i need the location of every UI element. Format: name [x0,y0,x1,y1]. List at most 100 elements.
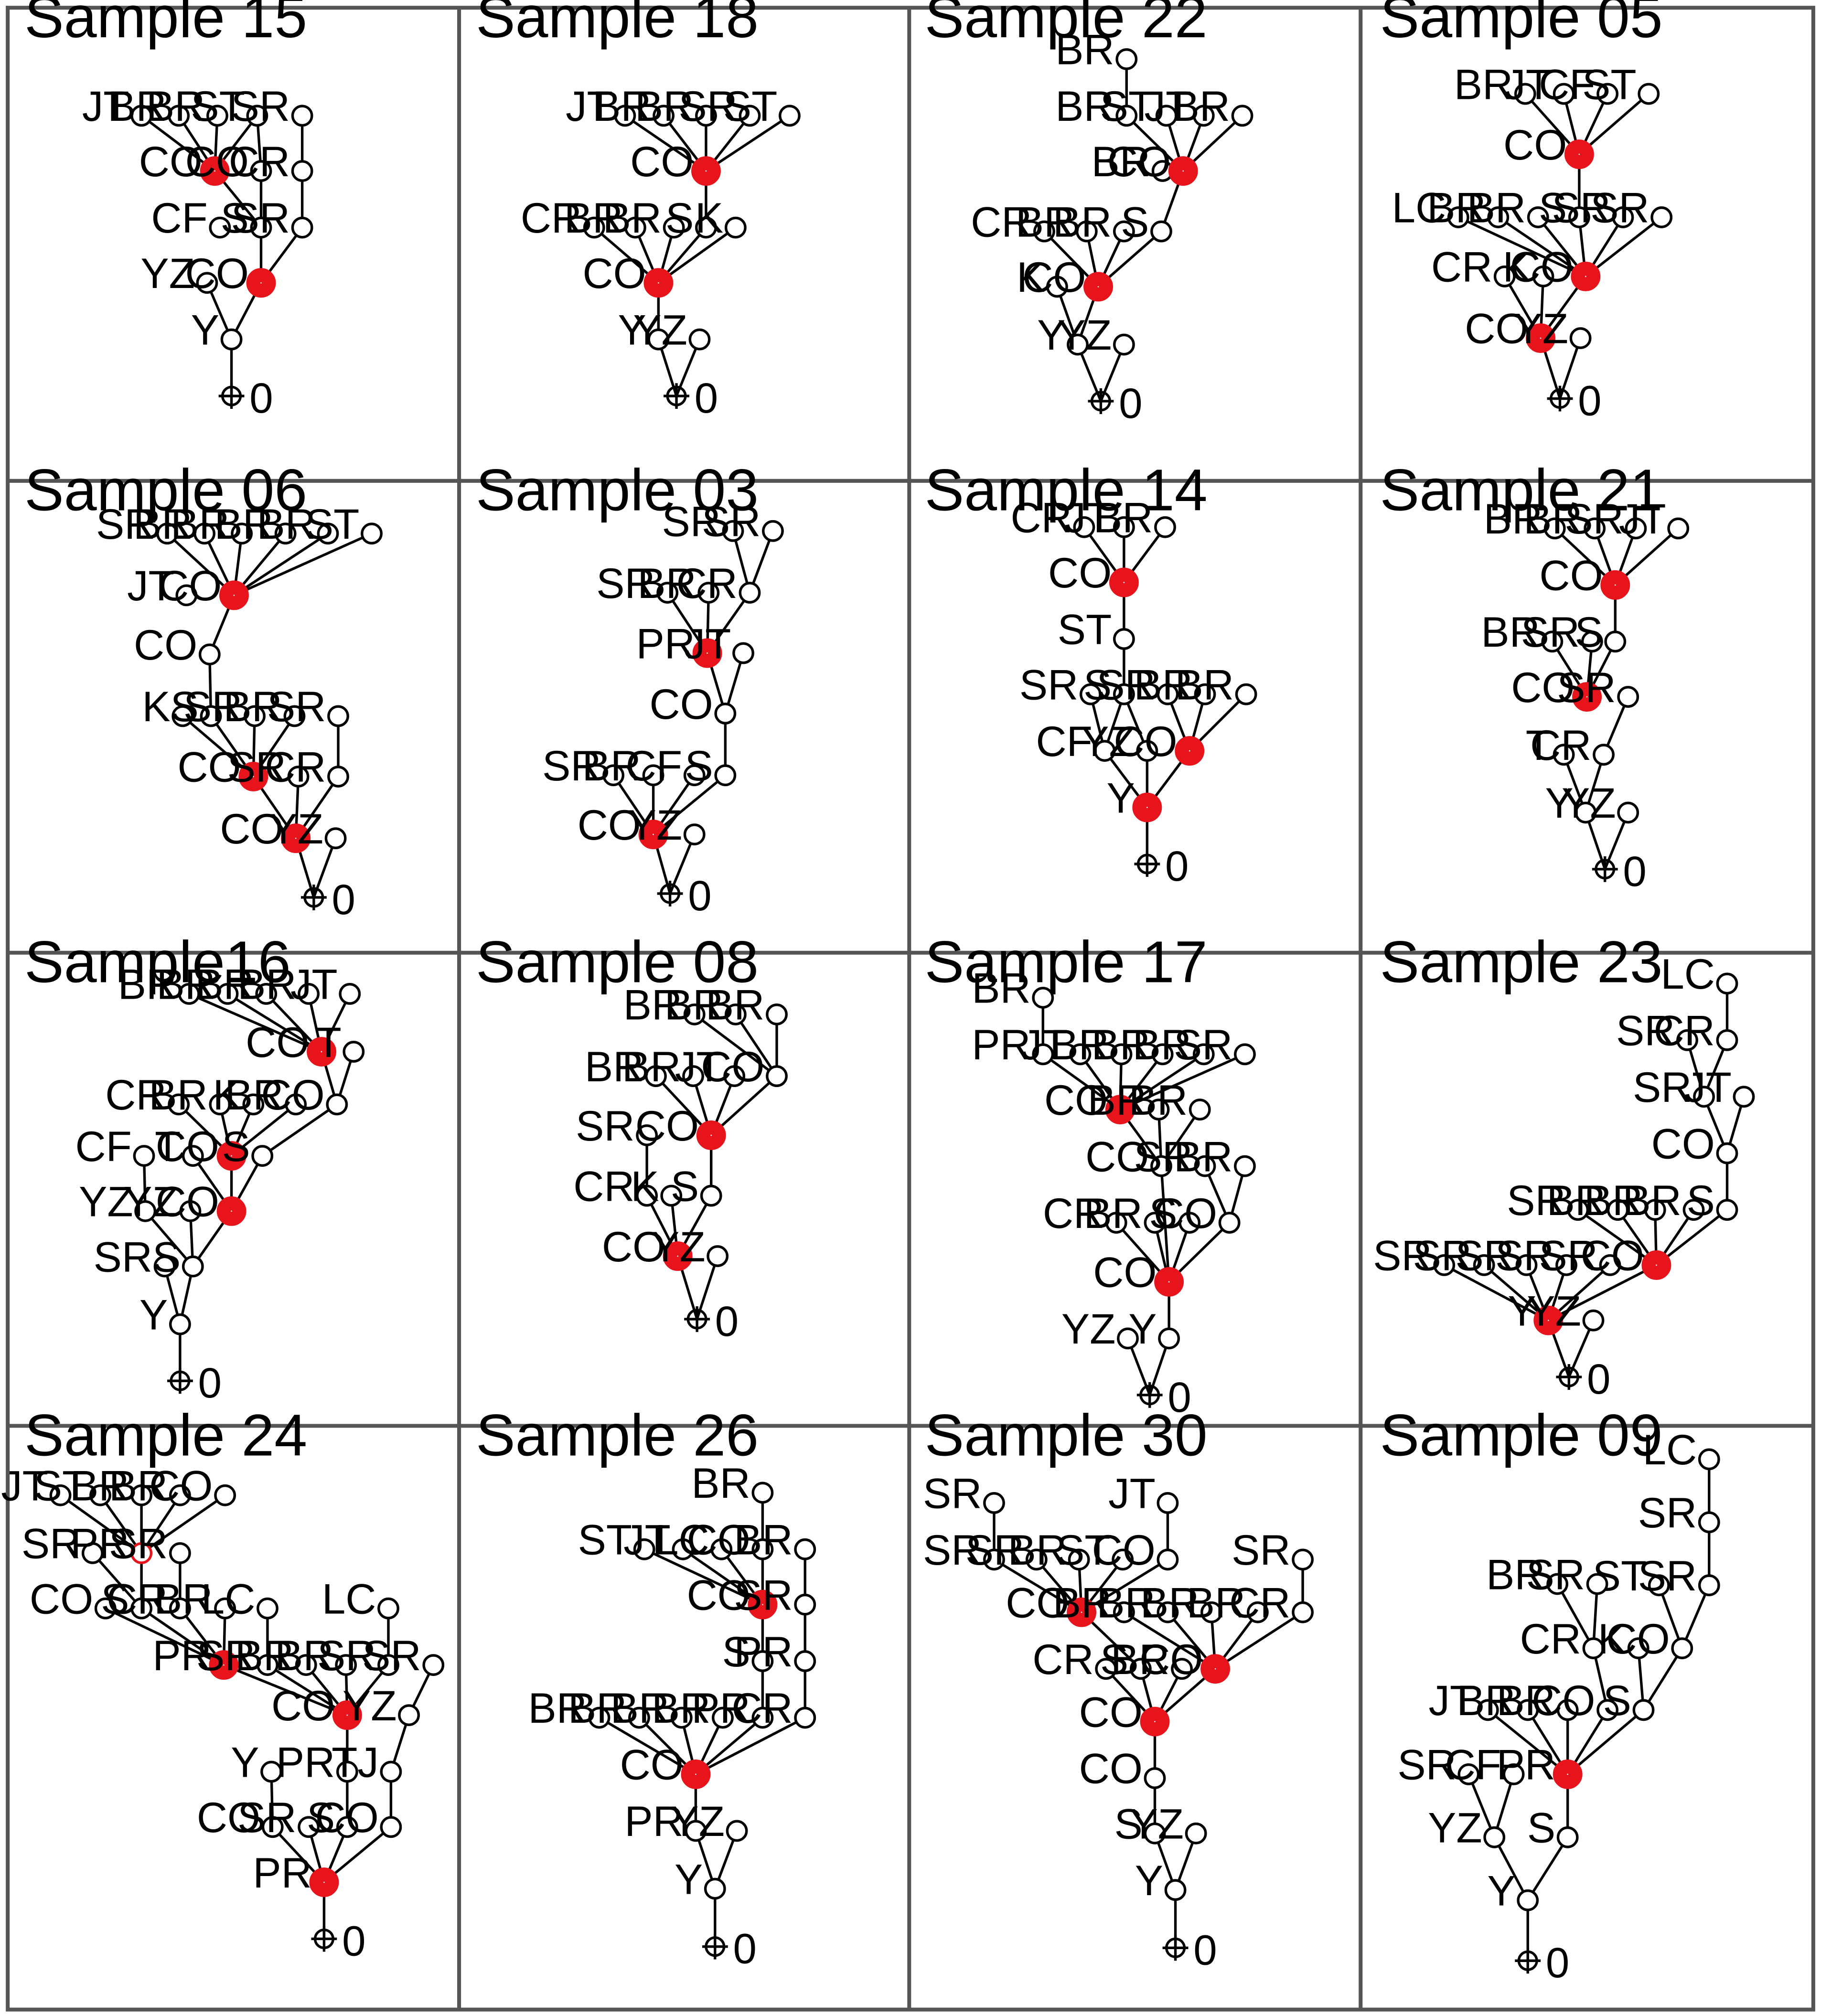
node-label: SR [1616,1007,1675,1055]
node-label: BR [70,1462,129,1510]
panel-title: Sample 08 [476,929,759,995]
node-label: SR [1526,1551,1585,1598]
node-circle [377,1654,399,1676]
node-label: PR [734,1628,793,1675]
tree-edge [1457,216,1586,278]
node-circle [1025,1548,1048,1571]
root-origin-marker: 0 [218,374,273,422]
node-circle [1130,1658,1152,1680]
node-circle [1234,1043,1256,1066]
node-label: SR [965,1526,1024,1574]
node-circle [1627,1637,1650,1659]
node-label: BR [1140,1579,1199,1626]
node-circle [209,1093,231,1116]
node-label: YZ [140,250,195,297]
node-circle [251,1145,274,1167]
node-circle [794,1650,816,1672]
node-label: SR [237,1794,296,1841]
node-label: CO [1092,1526,1156,1574]
panel-title: Sample 14 [925,458,1208,523]
root-value-label: 0 [1578,377,1601,425]
node-circle [794,1538,816,1560]
node-label: BR [564,194,623,242]
node-label: S [1687,1177,1715,1224]
node-label: SR [1373,1232,1432,1280]
node-label: Y [1135,1857,1163,1904]
node-label: CO [578,801,641,849]
hub-node-circle [1553,1759,1583,1789]
node-label: JT [1021,1021,1068,1068]
node-circle [1586,1573,1608,1595]
hub-node-circle [1600,570,1630,600]
node-label: K [695,194,723,242]
node-circle [1617,686,1639,708]
node-label: SR [1232,1526,1290,1574]
node-label: BR [664,981,723,1029]
node-circle [327,705,349,727]
node-circle [261,1816,284,1838]
node-circle [257,1597,279,1620]
node-label: BR [154,1575,213,1622]
node-label: SR [317,1632,376,1679]
node-label: YZ [1061,1305,1116,1353]
node-label: YZ [1428,1804,1482,1852]
node-label: Y [1107,774,1135,821]
node-label: SR [1413,1232,1472,1280]
node-label: CF [1539,61,1595,108]
node-circle [168,105,190,127]
node-label: K [213,1071,241,1119]
node-label: YZ [1514,305,1568,352]
node-circle [200,705,222,727]
node-circle [1698,1448,1720,1471]
node-circle [326,1093,348,1116]
hub-node-circle [1200,1654,1230,1684]
node-label: BR [146,83,205,130]
node-circle [291,105,313,127]
node-label: S [307,1794,335,1841]
root-origin-marker: 0 [167,1359,222,1407]
node-circle [1593,744,1615,766]
node-circle [663,216,685,239]
node-label: S [722,1628,750,1675]
node-label: BR [582,742,641,789]
node-label: SR [1507,1177,1565,1224]
node-label: BR [622,1043,681,1090]
node-label: CR [731,1685,793,1732]
node-label: CO [30,1575,93,1622]
node-circle [1477,1699,1499,1721]
root-value-label: 0 [249,374,273,422]
panel-title: Sample 22 [925,0,1208,50]
node-label: JT [1619,495,1666,543]
hub-node-circle [219,580,249,610]
node-label: SR [1456,1232,1514,1280]
node-label: BR [224,683,282,730]
node-circle [339,983,361,1005]
node-circle [1612,206,1634,228]
node-label: CO [1651,1120,1715,1167]
node-circle [1113,333,1135,356]
node-circle [1185,1822,1207,1845]
hub-node-circle [332,1700,362,1730]
hub-node-circle [209,1650,239,1680]
node-label: SR [196,1632,255,1679]
node-label: CF [626,742,682,789]
node-label: BR [568,1685,627,1732]
root-origin-marker: 0 [1088,380,1143,427]
node-label: CO [602,1223,665,1270]
root-origin-marker: 0 [1136,1374,1191,1421]
node-circle [336,1816,358,1838]
node-circle [739,582,761,604]
tree-edge [1578,93,1650,156]
node-circle [1667,517,1690,540]
panel-title: Sample 21 [1380,458,1663,523]
node-label: BR [1486,1551,1545,1598]
hub-node-circle [1067,1597,1097,1627]
root-value-label: 0 [733,1925,756,1973]
node-circle [1556,1699,1579,1721]
node-circle [1599,1254,1621,1276]
